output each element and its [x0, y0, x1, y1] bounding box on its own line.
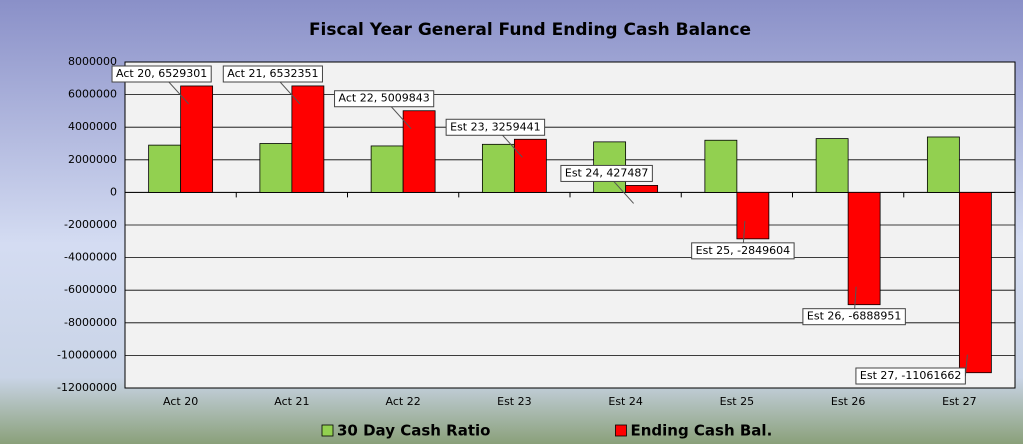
data-label: Est 27, -11061662	[860, 369, 961, 382]
bar	[736, 191, 770, 240]
data-label: Act 22, 5009843	[339, 92, 430, 105]
legend-swatch	[615, 424, 627, 437]
data-label-box	[691, 242, 795, 260]
y-tick-label: 8000000	[68, 55, 117, 68]
chart-title: Fiscal Year General Fund Ending Cash Bal…	[309, 20, 751, 40]
data-label: Est 23, 3259441	[450, 120, 540, 133]
bar	[402, 110, 436, 193]
legend-label: Ending Cash Bal.	[630, 422, 772, 440]
bar	[926, 136, 960, 193]
y-tick-label: -2000000	[64, 218, 117, 231]
legend-label: 30 Day Cash Ratio	[337, 422, 490, 440]
bar	[148, 144, 182, 193]
y-tick-label: 2000000	[68, 153, 117, 166]
y-tick-label: 6000000	[68, 88, 117, 101]
bar	[625, 185, 659, 193]
y-tick-label: -8000000	[64, 316, 117, 329]
data-label-box	[222, 65, 323, 83]
x-tick-label: Act 20	[163, 395, 198, 408]
x-tick-label: Est 24	[608, 395, 643, 408]
y-tick-label: -4000000	[64, 251, 117, 264]
bar	[847, 191, 881, 306]
bar	[481, 143, 515, 193]
data-label-box	[334, 90, 435, 108]
data-label: Est 25, -2849604	[696, 244, 790, 257]
x-tick-label: Act 22	[386, 395, 421, 408]
y-tick-label: -12000000	[57, 381, 117, 394]
bar	[180, 85, 214, 193]
data-label-box	[560, 164, 653, 182]
x-tick-label: Act 21	[274, 395, 309, 408]
legend-swatch	[321, 424, 334, 437]
x-tick-label: Est 26	[831, 395, 866, 408]
data-label-box	[111, 65, 212, 83]
data-label-box	[855, 367, 966, 385]
bar	[370, 145, 404, 193]
x-tick-label: Est 23	[497, 395, 532, 408]
bar	[815, 138, 849, 193]
data-label: Est 24, 427487	[565, 166, 648, 179]
data-label: Act 21, 6532351	[227, 67, 318, 80]
data-label-box	[445, 118, 546, 136]
data-label: Est 26, -6888951	[807, 310, 901, 323]
bar	[259, 143, 293, 193]
bar	[958, 191, 992, 374]
y-tick-label: 4000000	[68, 120, 117, 133]
bar	[291, 85, 325, 193]
x-tick-label: Est 25	[720, 395, 755, 408]
x-tick-label: Est 27	[942, 395, 977, 408]
data-label-box	[802, 308, 906, 326]
data-label: Act 20, 6529301	[116, 67, 207, 80]
y-tick-label: 0	[110, 185, 117, 198]
bar	[513, 138, 547, 193]
y-tick-label: -10000000	[57, 348, 117, 361]
bar	[704, 139, 738, 193]
y-tick-label: -6000000	[64, 283, 117, 296]
